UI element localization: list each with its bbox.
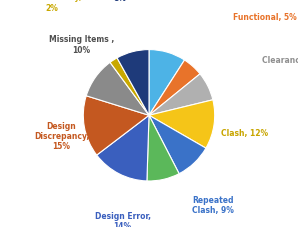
Wedge shape — [149, 50, 184, 116]
Text: Clash, 12%: Clash, 12% — [221, 128, 268, 137]
Wedge shape — [86, 63, 149, 116]
Text: Repeated
Clash, 9%: Repeated Clash, 9% — [192, 195, 234, 214]
Wedge shape — [149, 100, 215, 148]
Wedge shape — [149, 74, 213, 116]
Wedge shape — [97, 116, 149, 181]
Text: Design
Discrepancy,
15%: Design Discrepancy, 15% — [34, 121, 89, 151]
Wedge shape — [110, 59, 149, 116]
Wedge shape — [149, 116, 206, 174]
Wedge shape — [117, 50, 149, 116]
Text: Functional, 5%: Functional, 5% — [233, 13, 297, 22]
Wedge shape — [149, 61, 200, 116]
Text: Design Error,
14%: Design Error, 14% — [95, 211, 150, 227]
Wedge shape — [83, 96, 149, 155]
Text: Missing Items ,
10%: Missing Items , 10% — [49, 35, 114, 54]
Text: Clearance, 7%: Clearance, 7% — [262, 56, 298, 64]
Wedge shape — [147, 116, 179, 181]
Text: Missing
Information,
8%: Missing Information, 8% — [93, 0, 147, 3]
Text: As-Built
Inconsistency,
2%: As-Built Inconsistency, 2% — [21, 0, 82, 12]
